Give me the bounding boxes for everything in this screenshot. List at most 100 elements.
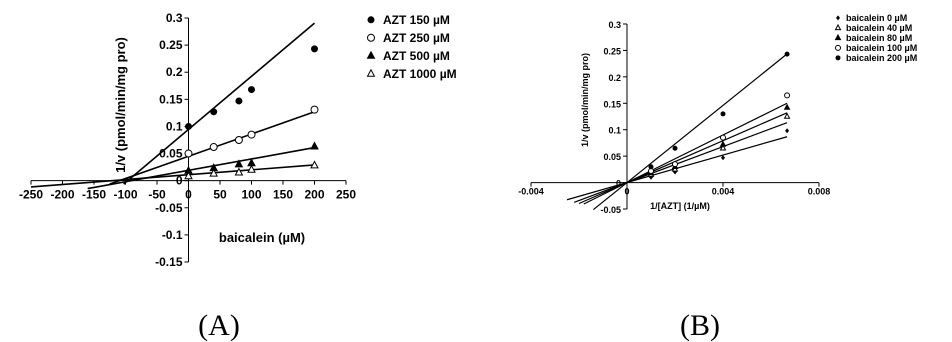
data-point	[720, 134, 726, 141]
y-tick-label: 0.2	[608, 73, 621, 83]
data-point	[310, 160, 319, 169]
data-point	[209, 168, 219, 177]
data-point	[311, 45, 318, 53]
data-point	[234, 167, 244, 176]
trend-line	[578, 112, 788, 205]
y-tick-label: 0.05	[603, 152, 621, 162]
y-axis-title: 1/v (pmol/min/mg pro)	[113, 37, 128, 173]
y-tick-label: 0.15	[159, 92, 183, 106]
y-tick-label: 0.1	[166, 119, 183, 133]
panel-label: (B)	[680, 309, 720, 342]
y-tick-label: 0.3	[166, 11, 183, 25]
x-tick-label: -200	[50, 188, 74, 202]
legend-marker	[366, 50, 376, 59]
data-point	[783, 112, 791, 119]
series-4	[30, 160, 319, 188]
data-point	[209, 143, 218, 152]
y-tick-label: 0.3	[608, 20, 621, 30]
y-tick-label: -0.05	[155, 201, 183, 215]
data-point	[310, 105, 319, 114]
x-tick-label: 0.008	[808, 187, 831, 197]
legend-label: AZT 150 µM	[383, 13, 450, 27]
data-point	[185, 122, 192, 130]
data-point	[234, 136, 243, 144]
y-tick-label: -0.05	[600, 205, 621, 215]
data-point	[672, 161, 678, 168]
y-tick-label: 0	[616, 179, 621, 189]
x-tick-label: -250	[19, 188, 43, 202]
trend-line	[573, 122, 788, 203]
legend-label: baicalein 200 µM	[846, 53, 917, 63]
data-point	[785, 128, 790, 134]
chart-a: -250 -200 -150 -100 -50 0 50 100 150 200 250 -0.15 -…	[19, 11, 457, 342]
x-tick-label: 250	[336, 188, 356, 202]
trend-line	[30, 164, 315, 188]
trend-line	[87, 146, 315, 190]
x-tick-label: -50	[148, 188, 166, 202]
legend-marker	[834, 33, 842, 41]
series-5	[593, 51, 790, 211]
legend-label: baicalein 40 µM	[846, 23, 912, 33]
legend-marker	[835, 44, 841, 51]
y-tick-label: -0.15	[155, 255, 183, 269]
legend-marker	[836, 15, 840, 21]
legend-marker	[367, 16, 375, 24]
legend-label: AZT 1000 µM	[383, 67, 457, 81]
data-point	[247, 130, 256, 139]
y-tick-label: 0.25	[603, 46, 621, 56]
trend-line	[593, 53, 788, 211]
panel-label: (A)	[198, 309, 240, 342]
x-tick-label: 200	[304, 188, 324, 202]
data-point	[210, 108, 218, 116]
data-point	[720, 111, 726, 117]
series-2	[109, 105, 319, 185]
chart-b: -0.004 0 0.004 0.008-0.0500.050.10.150.20.2…	[518, 13, 917, 342]
data-point	[719, 144, 727, 151]
y-tick-label: 0.1	[608, 126, 621, 136]
x-tick-label: -0.004	[518, 187, 544, 197]
legend-label: AZT 500 µM	[383, 49, 450, 63]
data-point	[248, 86, 255, 94]
data-point	[672, 145, 678, 151]
series-3	[87, 141, 319, 190]
x-axis-title: 1/[AZT] (1/µM)	[650, 201, 710, 211]
legend-label: baicalein 80 µM	[846, 33, 912, 43]
x-axis-title: baicalein (µM)	[219, 230, 305, 245]
x-tick-label: -100	[113, 188, 137, 202]
x-tick-label: -150	[82, 188, 106, 202]
legend-marker	[835, 55, 841, 61]
x-tick-label: 0	[624, 187, 629, 197]
legend-marker	[366, 68, 376, 77]
series-1	[123, 22, 318, 185]
data-point	[310, 141, 319, 150]
legend-label: AZT 250 µM	[383, 31, 450, 45]
data-point	[184, 171, 193, 180]
trend-line	[583, 102, 788, 205]
data-point	[648, 164, 654, 170]
y-tick-label: 0.25	[159, 38, 183, 52]
y-axis-title: 1/v (pmol/min/mg pro)	[580, 53, 590, 147]
data-point	[234, 159, 244, 168]
legend-marker	[367, 33, 375, 42]
y-tick-label: 0	[176, 174, 183, 188]
data-point	[784, 51, 790, 57]
legend-label: baicalein 100 µM	[846, 43, 917, 53]
x-tick-label: 0	[185, 188, 192, 202]
x-tick-label: 100	[241, 188, 261, 202]
y-tick-label: 0.15	[603, 99, 621, 109]
data-point	[235, 97, 243, 105]
data-point	[184, 149, 193, 158]
x-tick-label: 50	[213, 188, 227, 202]
data-point	[721, 155, 725, 161]
x-tick-label: 0.004	[712, 187, 735, 197]
trend-line	[123, 22, 316, 185]
data-point	[719, 140, 727, 147]
legend-label: baicalein 0 µM	[846, 13, 907, 23]
legend-marker	[834, 23, 842, 31]
data-point	[784, 92, 791, 99]
y-tick-label: 0.05	[159, 147, 183, 161]
x-tick-label: 150	[273, 188, 293, 202]
data-point	[783, 103, 791, 110]
y-tick-label: -0.1	[162, 228, 183, 242]
data-point	[247, 164, 256, 173]
